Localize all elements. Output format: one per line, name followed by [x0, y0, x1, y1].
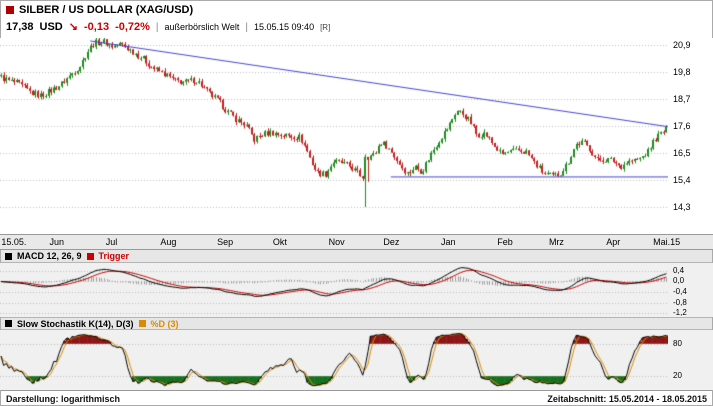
price-axis-tick: 14,3	[673, 202, 691, 212]
chart-footer: Darstellung: logarithmisch Zeitabschnitt…	[0, 390, 713, 406]
separator: |	[155, 22, 159, 33]
macd-axis-tick: -0,8	[673, 298, 687, 307]
separator: |	[245, 22, 249, 33]
price-panel: 20,9 19,8 18,7 17,6 16,5 15,4 14,3	[0, 38, 713, 234]
stoch-d-label: %D (3)	[150, 318, 179, 329]
price-chart-canvas[interactable]	[0, 38, 668, 234]
time-axis-label: Jun	[49, 237, 65, 247]
stoch-y-axis: 80 20	[668, 330, 713, 390]
stoch-axis-tick: 20	[673, 371, 682, 380]
stoch-axis-tick: 80	[673, 339, 682, 348]
price-axis-tick: 19,8	[673, 67, 691, 77]
macd-y-axis: 0,4 0,0 -0,4 -0,8 -1,2	[668, 263, 713, 317]
change-percent: -0,72%	[115, 21, 150, 33]
instrument-title: SILBER / US DOLLAR (XAG/USD)	[19, 4, 194, 16]
price-axis-tick: 16,5	[673, 148, 691, 158]
trigger-series-swatch	[86, 252, 94, 260]
time-axis-label: Feb	[497, 237, 513, 247]
macd-chart-canvas[interactable]	[0, 263, 668, 317]
macd-panel: 0,4 0,0 -0,4 -0,8 -1,2	[0, 263, 713, 317]
quote-row: 17,38 USD ↘ -0,13 -0,72% | außerbörslich…	[6, 20, 707, 33]
realtime-flag: [R]	[320, 23, 331, 32]
price-y-axis: 20,9 19,8 18,7 17,6 16,5 15,4 14,3	[668, 38, 713, 234]
time-axis-label: Nov	[328, 237, 345, 247]
instrument-row: SILBER / US DOLLAR (XAG/USD)	[6, 4, 707, 16]
macd-axis-tick: -1,2	[673, 308, 687, 317]
stoch-legend: Slow Stochastik K(14), D(3) %D (3)	[0, 317, 713, 330]
trend-down-icon: ↘	[68, 21, 78, 33]
stoch-k-series-swatch	[5, 320, 12, 327]
stoch-label: Slow Stochastik K(14), D(3)	[17, 318, 134, 329]
trigger-label: Trigger	[98, 251, 130, 261]
currency-label: USD	[39, 21, 63, 33]
time-axis-label: Sep	[217, 237, 234, 247]
instrument-icon	[6, 6, 14, 14]
time-axis-label: Okt	[272, 237, 287, 247]
time-axis-label: Aug	[160, 237, 177, 247]
price-axis-tick: 15,4	[673, 175, 691, 185]
time-axis-label: 15.05.	[1, 237, 27, 247]
last-price: 17,38	[6, 21, 34, 33]
stoch-d-series-swatch	[138, 320, 146, 327]
time-axis: 15.05. Jun Jul Aug Sep Okt Nov Dez Jan Feb Mrz Apr M…	[0, 234, 713, 250]
change-absolute: -0,13	[83, 21, 110, 33]
time-axis-label: Mrz	[548, 237, 564, 247]
stoch-panel: 80 20	[0, 330, 713, 390]
time-axis-label: Jul	[105, 237, 118, 247]
macd-series-swatch	[5, 252, 12, 260]
macd-axis-tick: -0,4	[673, 287, 687, 296]
time-axis-label: Jan	[440, 237, 456, 247]
macd-axis-tick: 0,0	[673, 276, 685, 285]
macd-legend: MACD 12, 26, 9 Trigger	[0, 250, 713, 263]
display-mode: Darstellung: logarithmisch	[6, 393, 121, 404]
quote-timestamp: 15.05.15 09:40	[254, 22, 315, 32]
price-axis-tick: 17,6	[673, 121, 691, 131]
time-axis-label: Dez	[383, 237, 400, 247]
price-axis-tick: 18,7	[673, 94, 691, 104]
time-axis-label: Mai.15	[653, 237, 681, 247]
quote-source: außerbörslich Welt	[164, 22, 240, 32]
time-range: Zeitabschnitt: 15.05.2014 - 18.05.2015	[547, 393, 707, 404]
macd-axis-tick: 0,4	[673, 266, 685, 275]
price-axis-tick: 20,9	[673, 40, 691, 50]
chart-header: SILBER / US DOLLAR (XAG/USD) 17,38 USD ↘…	[0, 0, 713, 38]
stoch-chart-canvas[interactable]	[0, 330, 668, 390]
macd-label: MACD 12, 26, 9	[17, 251, 82, 261]
time-axis-label: Apr	[606, 237, 621, 247]
